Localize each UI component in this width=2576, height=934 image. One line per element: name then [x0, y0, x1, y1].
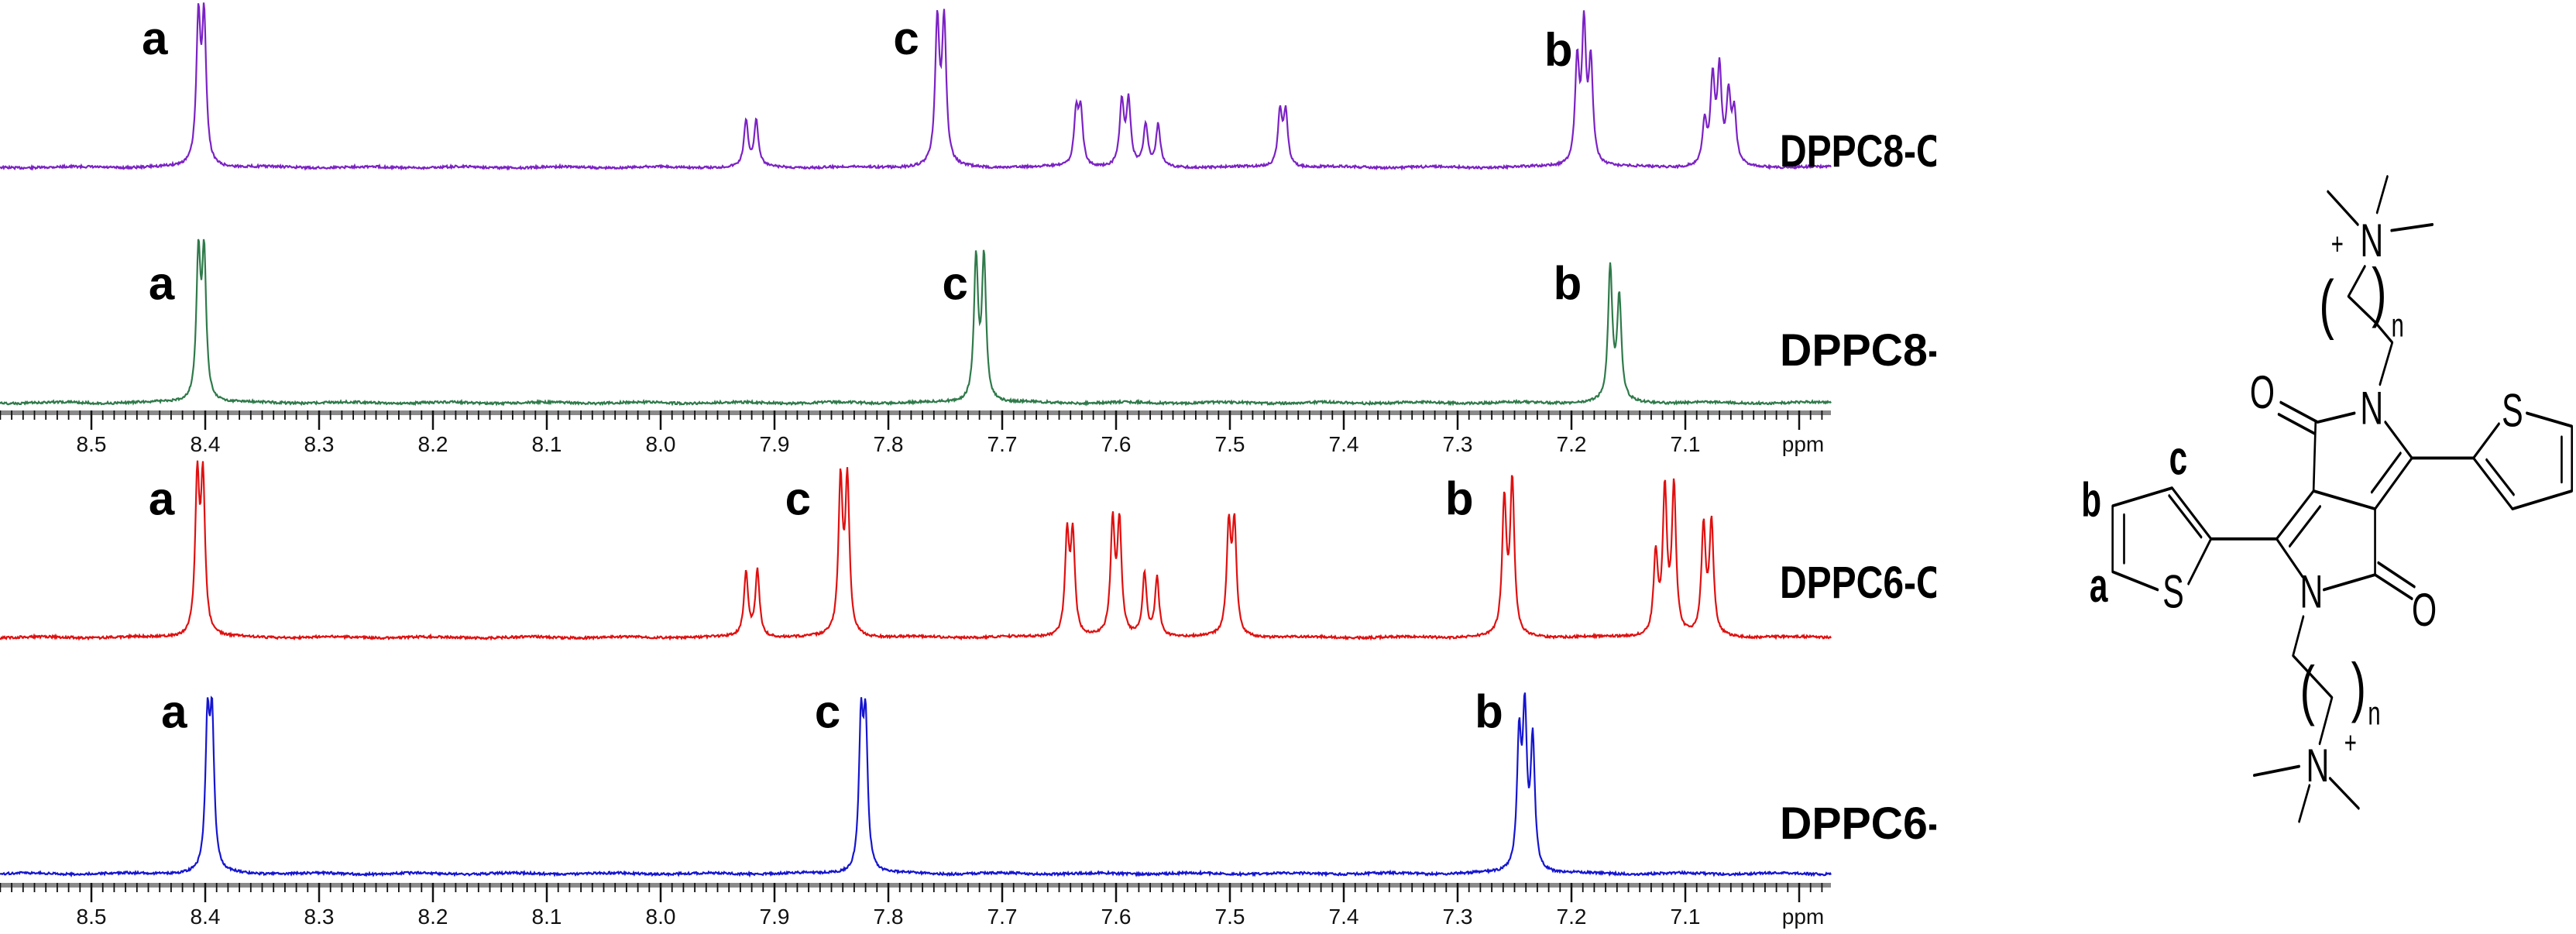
tick-label: 8.5 [77, 905, 107, 929]
spectrum-name-label: DPPC8-X [1780, 325, 1936, 376]
tick-label: 7.5 [1215, 905, 1245, 929]
tick-label: 7.6 [1101, 432, 1132, 456]
atom-n-ring-bottom: N [2300, 565, 2324, 618]
spectrum-dppc6-oh: a c b DPPC6-OH [0, 460, 1936, 641]
nmr-spectra-chart: a c b DPPC8-OH a c b DPPC8-X a c b DPPC6-OH a c b DPPC6… [0, 2, 1936, 929]
peak-label-a: a [149, 472, 175, 524]
tick-label: 7.4 [1329, 905, 1359, 929]
atom-s-left: S [2162, 565, 2184, 618]
peak-label-c: c [893, 12, 919, 64]
axis-unit-label: ppm [1782, 432, 1824, 456]
peak-label-c: c [815, 685, 840, 737]
proton-label-a: a [2090, 559, 2108, 613]
tick-label: 7.8 [874, 432, 904, 456]
atom-o-top: O [2250, 366, 2275, 418]
repeat-n-top: n [2392, 307, 2404, 344]
axis-unit-label: ppm [1782, 905, 1824, 929]
tick-label: 7.1 [1671, 905, 1701, 929]
spectrum-name-label: DPPC6-OH [1780, 558, 1936, 608]
tick-label: 8.1 [532, 432, 562, 456]
spectrum-trace [0, 2, 1832, 171]
ppm-axis: 8.5 8.4 8.3 8.2 8.1 8.0 7.9 7.8 7.7 7.6 7.5 7.4 7.3 7… [0, 883, 1831, 929]
atom-n-bottom: N [2306, 739, 2330, 791]
tick-label: 7.4 [1329, 432, 1359, 456]
peak-label-b: b [1544, 24, 1573, 76]
tick-label: 8.0 [646, 432, 676, 456]
tick-label: 8.0 [646, 905, 676, 929]
tick-label: 7.7 [987, 905, 1018, 929]
tick-label: 8.5 [77, 432, 107, 456]
chemical-structure: N + ( ) n N O S N O S c b a ( ) n N + [2081, 175, 2574, 823]
spectrum-name-label: DPPC8-OH [1780, 126, 1936, 177]
spectrum-dppc6-x: a c b DPPC6-X [0, 685, 1936, 878]
peak-label-a: a [161, 685, 187, 737]
paren-close-bottom: ) [2351, 651, 2366, 724]
spectrum-trace [0, 239, 1832, 407]
tick-label: 8.3 [304, 432, 335, 456]
tick-label: 7.9 [760, 432, 790, 456]
tick-label: 8.4 [191, 905, 221, 929]
tick-label: 7.8 [874, 905, 904, 929]
peak-label-b: b [1554, 258, 1582, 310]
peak-label-a: a [149, 258, 175, 310]
tick-label: 7.1 [1671, 432, 1701, 456]
tick-label: 8.2 [418, 432, 448, 456]
peak-label-b: b [1445, 472, 1474, 524]
spectrum-dppc8-x: a c b DPPC8-X [0, 239, 1936, 407]
repeat-n-bottom: n [2368, 695, 2380, 732]
paren-open-bottom: ( [2300, 654, 2314, 727]
peak-label-c: c [943, 258, 968, 310]
spectrum-trace [0, 692, 1832, 878]
spectrum-name-label: DPPC6-X [1780, 798, 1936, 849]
peak-label-a: a [142, 12, 168, 64]
paren-open-top: ( [2319, 267, 2334, 341]
tick-label: 7.9 [760, 905, 790, 929]
tick-label: 8.1 [532, 905, 562, 929]
tick-label: 7.2 [1557, 432, 1587, 456]
atom-s-right: S [2502, 384, 2523, 437]
tick-label: 8.2 [418, 905, 448, 929]
charge-top: + [2331, 228, 2344, 262]
atom-o-bottom: O [2412, 583, 2437, 636]
proton-label-c: c [2169, 431, 2188, 485]
tick-label: 7.6 [1101, 905, 1132, 929]
peak-label-b: b [1475, 685, 1503, 737]
proton-label-b: b [2081, 474, 2101, 527]
tick-label: 7.2 [1557, 905, 1587, 929]
tick-label: 7.5 [1215, 432, 1245, 456]
tick-label: 8.4 [191, 432, 221, 456]
tick-label: 7.3 [1443, 432, 1473, 456]
tick-label: 8.3 [304, 905, 335, 929]
structure-bonds [2111, 175, 2574, 823]
tick-label: 7.7 [987, 432, 1018, 456]
ppm-axis: 8.5 8.4 8.3 8.2 8.1 8.0 7.9 7.8 7.7 7.6 7.5 7.4 7.3 7… [0, 410, 1831, 456]
paren-close-top: ) [2372, 256, 2386, 329]
atom-n-ring-top: N [2360, 381, 2383, 434]
spectrum-trace [0, 460, 1832, 641]
charge-bottom: + [2344, 726, 2357, 761]
spectrum-dppc8-oh: a c b DPPC8-OH [0, 2, 1936, 177]
atom-n-top: N [2360, 214, 2383, 266]
tick-label: 7.3 [1443, 905, 1473, 929]
peak-label-c: c [785, 472, 811, 524]
